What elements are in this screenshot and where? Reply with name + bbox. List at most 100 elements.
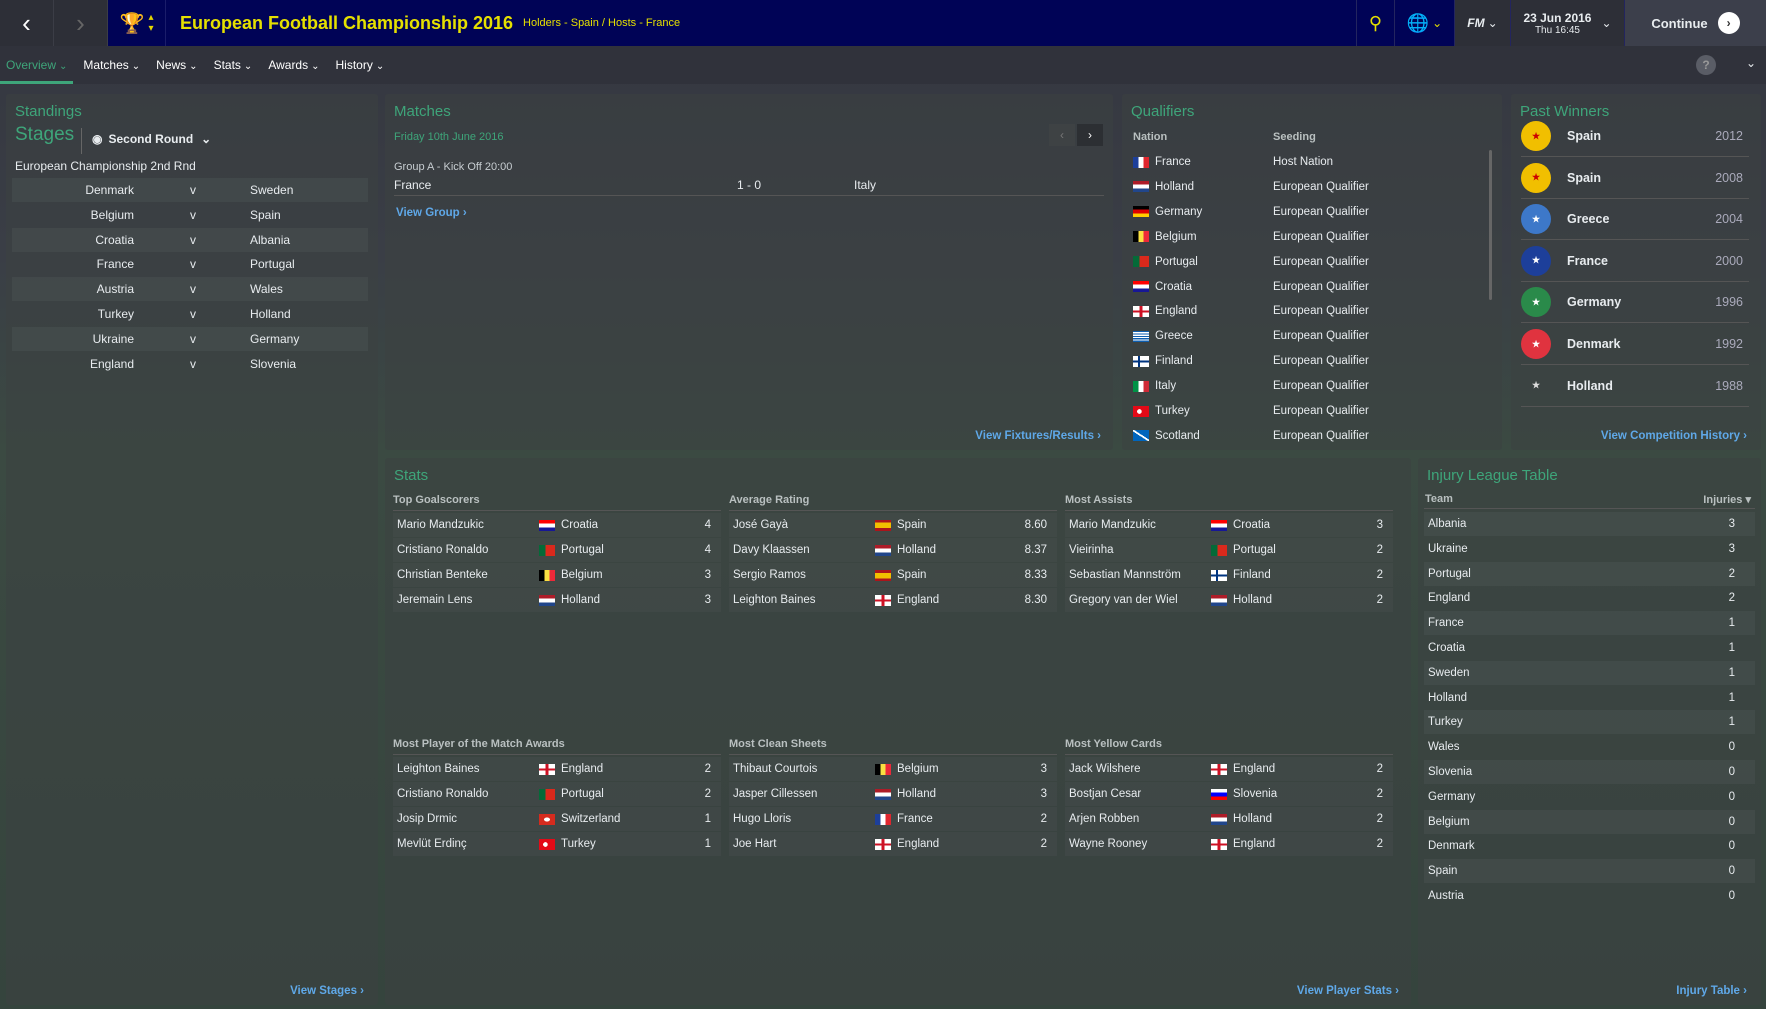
stat-row[interactable]: Mario Mandzukic Croatia 4 — [393, 513, 721, 537]
qualifier-row[interactable]: Belgium European Qualifier — [1133, 225, 1483, 249]
fixture-row[interactable]: Turkey v Holland — [12, 302, 368, 326]
chevron-down-icon[interactable]: ⌄ — [1745, 56, 1756, 70]
fixture-row[interactable]: Denmark v Sweden — [12, 178, 368, 202]
injury-row[interactable]: Holland 1 — [1424, 686, 1755, 710]
past-winner-row[interactable]: ★ Spain 2012 — [1521, 116, 1749, 157]
qualifier-row[interactable]: Greece European Qualifier — [1133, 324, 1483, 348]
view-fixtures-link[interactable]: View Fixtures/Results › — [975, 430, 1101, 442]
tab-awards[interactable]: Awards ⌄ — [262, 46, 325, 84]
search-button[interactable]: ⚲ — [1356, 0, 1394, 46]
prev-date-button[interactable]: ‹ — [1049, 124, 1075, 146]
fm-menu-button[interactable]: FM ⌄ — [1454, 0, 1510, 46]
injury-row[interactable]: Sweden 1 — [1424, 660, 1755, 685]
date-menu-button[interactable]: 23 Jun 2016 Thu 16:45 ⌄ — [1510, 0, 1624, 46]
stat-row[interactable]: Thibaut Courtois Belgium 3 — [729, 757, 1057, 781]
stat-row[interactable]: Sergio Ramos Spain 8.33 — [729, 563, 1057, 587]
globe-menu-button[interactable]: 🌐 ⌄ — [1394, 0, 1454, 46]
stat-row[interactable]: Arjen Robben Holland 2 — [1065, 807, 1393, 831]
stat-row[interactable]: Mario Mandzukic Croatia 3 — [1065, 513, 1393, 537]
stat-row[interactable]: Bostjan Cesar Slovenia 2 — [1065, 782, 1393, 806]
match-row[interactable]: France 1 - 0 Italy — [394, 174, 1104, 196]
qualifier-row[interactable]: Holland European Qualifier — [1133, 175, 1483, 199]
fixture-row[interactable]: England v Slovenia — [12, 352, 368, 376]
fixture-row[interactable]: Ukraine v Germany — [12, 326, 368, 351]
qualifier-row[interactable]: Germany European Qualifier — [1133, 200, 1483, 224]
injury-row[interactable]: Wales 0 — [1424, 735, 1755, 759]
stat-row[interactable]: Hugo Lloris France 2 — [729, 807, 1057, 831]
competition-logo-switcher[interactable]: 🏆 ▴ ▾ — [108, 0, 166, 46]
stat-row[interactable]: Sebastian Mannström Finland 2 — [1065, 563, 1393, 587]
nation-column-header[interactable]: Nation — [1133, 131, 1168, 143]
injury-row[interactable]: Ukraine 3 — [1424, 537, 1755, 561]
team-column-header[interactable]: Team — [1425, 493, 1453, 505]
view-stages-link[interactable]: View Stages › — [290, 985, 364, 997]
stat-row[interactable]: Joe Hart England 2 — [729, 832, 1057, 856]
injury-row[interactable]: Portugal 2 — [1424, 561, 1755, 586]
injury-row[interactable]: Albania 3 — [1424, 512, 1755, 536]
injury-row[interactable]: Belgium 0 — [1424, 809, 1755, 834]
stat-row[interactable]: José Gayà Spain 8.60 — [729, 513, 1057, 537]
fixture-row[interactable]: France v Portugal — [12, 252, 368, 276]
qualifier-row[interactable]: Italy European Qualifier — [1133, 374, 1483, 398]
injury-row[interactable]: Germany 0 — [1424, 785, 1755, 809]
injury-table-link[interactable]: Injury Table › — [1676, 985, 1747, 997]
injury-row[interactable]: Denmark 0 — [1424, 834, 1755, 858]
forward-button[interactable]: › — [54, 0, 108, 46]
back-button[interactable]: ‹ — [0, 0, 54, 46]
tab-stats[interactable]: Stats ⌄ — [208, 46, 259, 84]
stat-row[interactable]: Jasper Cillessen Holland 3 — [729, 782, 1057, 806]
stat-row[interactable]: Jack Wilshere England 2 — [1065, 757, 1393, 781]
stat-row[interactable]: Wayne Rooney England 2 — [1065, 832, 1393, 856]
injury-row[interactable]: France 1 — [1424, 611, 1755, 636]
qualifier-row[interactable]: Croatia European Qualifier — [1133, 275, 1483, 299]
stat-row[interactable]: Gregory van der Wiel Holland 2 — [1065, 588, 1393, 612]
stat-row[interactable]: Mevlüt Erdinç Turkey 1 — [393, 832, 721, 856]
stat-row[interactable]: Vieirinha Portugal 2 — [1065, 538, 1393, 562]
injury-row[interactable]: Austria 0 — [1424, 884, 1755, 908]
view-group-link[interactable]: View Group › — [396, 207, 467, 219]
view-competition-history-link[interactable]: View Competition History › — [1600, 430, 1747, 442]
stage-select[interactable]: ◉ Second Round ⌄ — [92, 132, 211, 146]
stat-row[interactable]: Leighton Baines England 8.30 — [729, 588, 1057, 612]
fixture-row[interactable]: Belgium v Spain — [12, 203, 368, 227]
qualifier-row[interactable]: Portugal European Qualifier — [1133, 250, 1483, 274]
past-winner-row[interactable]: ★ Germany 1996 — [1521, 282, 1749, 324]
past-winner-row[interactable]: ★ France 2000 — [1521, 241, 1749, 282]
stat-row[interactable]: Cristiano Ronaldo Portugal 4 — [393, 538, 721, 562]
past-winner-row[interactable]: ★ Spain 2008 — [1521, 158, 1749, 199]
qualifier-row[interactable]: Scotland European Qualifier — [1133, 424, 1483, 448]
stat-row[interactable]: Leighton Baines England 2 — [393, 757, 721, 781]
injury-row[interactable]: Slovenia 0 — [1424, 760, 1755, 784]
qualifier-row[interactable]: Finland European Qualifier — [1133, 349, 1483, 373]
tab-news[interactable]: News ⌄ — [150, 46, 203, 84]
stat-row[interactable]: Jeremain Lens Holland 3 — [393, 588, 721, 612]
stat-row[interactable]: Cristiano Ronaldo Portugal 2 — [393, 782, 721, 806]
qualifier-row[interactable]: France Host Nation — [1133, 150, 1483, 174]
next-date-button[interactable]: › — [1077, 124, 1103, 146]
continue-button[interactable]: Continue › — [1624, 0, 1766, 46]
player-nation: Spain — [897, 569, 927, 581]
view-player-stats-link[interactable]: View Player Stats › — [1296, 985, 1399, 997]
seeding: European Qualifier — [1273, 180, 1369, 193]
past-winner-row[interactable]: ★ Holland 1988 — [1521, 366, 1749, 407]
qualifier-row[interactable]: Turkey European Qualifier — [1133, 399, 1483, 423]
injury-row[interactable]: Turkey 1 — [1424, 710, 1755, 735]
stat-row[interactable]: Josip Drmic Switzerland 1 — [393, 807, 721, 831]
tab-overview[interactable]: Overview ⌄ — [0, 46, 74, 84]
past-winner-row[interactable]: ★ Denmark 1992 — [1521, 324, 1749, 365]
injury-row[interactable]: England 2 — [1424, 586, 1755, 610]
injury-row[interactable]: Spain 0 — [1424, 859, 1755, 884]
injuries-column-header[interactable]: Injuries ▾ — [1703, 494, 1751, 506]
fixture-row[interactable]: Austria v Wales — [12, 277, 368, 302]
scrollbar[interactable] — [1489, 150, 1492, 300]
qualifier-row[interactable]: England European Qualifier — [1133, 299, 1483, 323]
tab-history[interactable]: History ⌄ — [330, 46, 391, 84]
seeding-column-header[interactable]: Seeding — [1273, 131, 1316, 143]
stat-row[interactable]: Davy Klaassen Holland 8.37 — [729, 538, 1057, 562]
tab-matches[interactable]: Matches ⌄ — [77, 46, 146, 84]
stat-row[interactable]: Christian Benteke Belgium 3 — [393, 563, 721, 587]
injury-row[interactable]: Croatia 1 — [1424, 636, 1755, 660]
fixture-row[interactable]: Croatia v Albania — [12, 227, 368, 252]
help-icon[interactable]: ? — [1696, 55, 1716, 75]
past-winner-row[interactable]: ★ Greece 2004 — [1521, 199, 1749, 241]
